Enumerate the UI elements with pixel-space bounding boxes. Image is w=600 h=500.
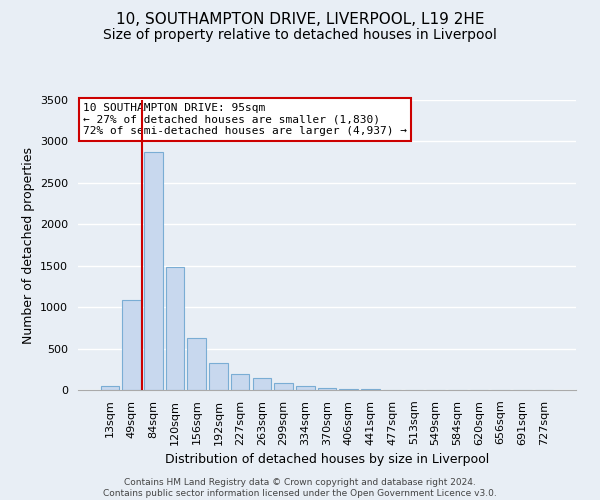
Bar <box>231 374 250 390</box>
Bar <box>187 338 206 390</box>
Bar <box>253 378 271 390</box>
Bar <box>101 386 119 390</box>
Bar <box>209 362 227 390</box>
Bar <box>274 382 293 390</box>
Bar <box>166 268 184 390</box>
Bar <box>296 386 314 390</box>
Bar <box>318 388 336 390</box>
Text: Contains HM Land Registry data © Crown copyright and database right 2024.
Contai: Contains HM Land Registry data © Crown c… <box>103 478 497 498</box>
Bar <box>144 152 163 390</box>
Text: 10, SOUTHAMPTON DRIVE, LIVERPOOL, L19 2HE: 10, SOUTHAMPTON DRIVE, LIVERPOOL, L19 2H… <box>116 12 484 28</box>
Text: 10 SOUTHAMPTON DRIVE: 95sqm
← 27% of detached houses are smaller (1,830)
72% of : 10 SOUTHAMPTON DRIVE: 95sqm ← 27% of det… <box>83 103 407 136</box>
Bar <box>340 389 358 390</box>
Bar <box>361 389 380 390</box>
X-axis label: Distribution of detached houses by size in Liverpool: Distribution of detached houses by size … <box>165 453 489 466</box>
Bar <box>122 300 141 390</box>
Text: Size of property relative to detached houses in Liverpool: Size of property relative to detached ho… <box>103 28 497 42</box>
Y-axis label: Number of detached properties: Number of detached properties <box>22 146 35 344</box>
